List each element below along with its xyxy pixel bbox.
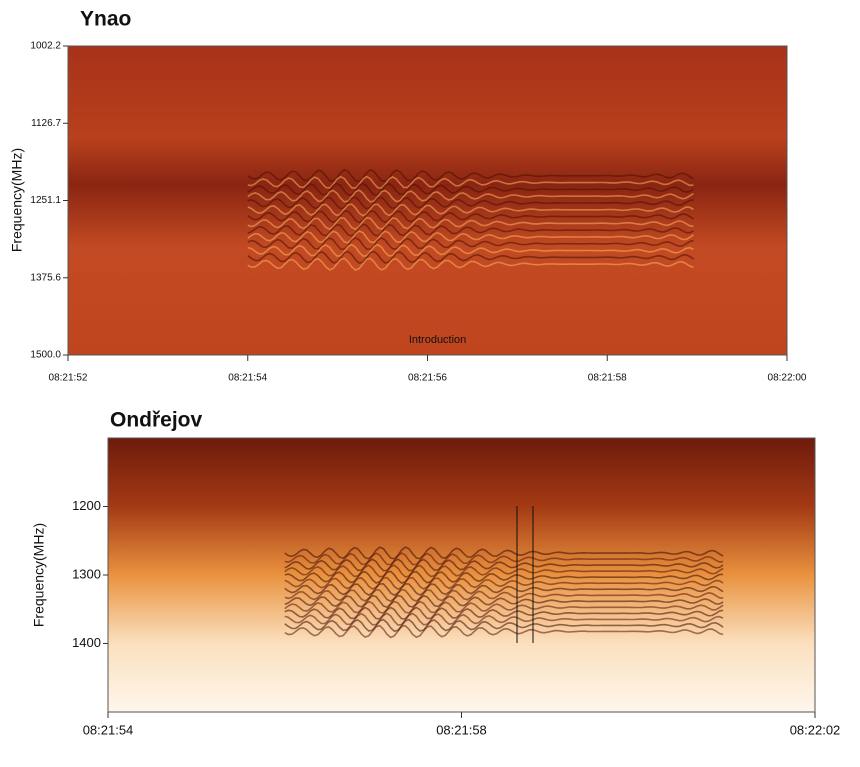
fine-structure — [247, 175, 694, 189]
fine-structure — [284, 546, 724, 560]
fine-structure — [284, 612, 724, 626]
fine-structure — [284, 576, 724, 591]
panel-title: Ynao — [80, 8, 131, 31]
fine-structure — [247, 182, 694, 196]
fine-structure — [284, 600, 724, 614]
x-tick-label: 08:21:54 — [83, 722, 134, 737]
y-tick-label: 1251.1 — [30, 195, 61, 206]
y-axis-label: Frequency(MHz) — [31, 523, 47, 627]
fine-structure — [247, 210, 694, 224]
y-tick-label: 1126.7 — [31, 118, 61, 129]
y-tick-label: 1500.0 — [30, 350, 61, 361]
fine-structure — [247, 257, 694, 272]
fine-structure — [247, 216, 694, 231]
y-tick-label: 1400 — [72, 635, 101, 650]
annotation: Introduction — [409, 334, 466, 346]
x-tick-label: 08:21:58 — [436, 722, 487, 737]
fine-structure — [284, 582, 724, 597]
fine-structure — [247, 230, 694, 244]
fine-structure — [247, 250, 694, 264]
fine-structure — [247, 196, 694, 210]
panel-title: Ondřejov — [110, 409, 203, 432]
fine-structure — [284, 570, 724, 585]
fine-structure — [284, 588, 724, 603]
fine-structure — [247, 203, 694, 217]
x-tick-label: 08:21:54 — [228, 373, 267, 384]
x-tick-label: 08:21:56 — [408, 373, 447, 384]
fine-structure — [284, 552, 724, 566]
fine-structure — [247, 223, 694, 237]
fine-structure — [284, 624, 724, 639]
y-tick-label: 1002.2 — [30, 41, 61, 52]
y-tick-label: 1375.6 — [30, 272, 61, 283]
fine-structure — [247, 236, 694, 251]
y-tick-label: 1200 — [72, 498, 101, 513]
x-tick-label: 08:22:02 — [790, 722, 841, 737]
x-tick-label: 08:22:00 — [768, 373, 807, 384]
y-tick-label: 1300 — [72, 566, 101, 581]
fine-structure — [284, 558, 724, 572]
fine-structure — [247, 168, 694, 183]
fine-structure — [284, 594, 724, 609]
y-axis-label: Frequency(MHz) — [9, 148, 25, 252]
fine-structure — [247, 243, 694, 257]
fine-structure — [247, 189, 694, 203]
x-tick-label: 08:21:58 — [588, 373, 627, 384]
x-tick-label: 08:21:52 — [49, 373, 88, 384]
fine-structure — [284, 618, 724, 633]
